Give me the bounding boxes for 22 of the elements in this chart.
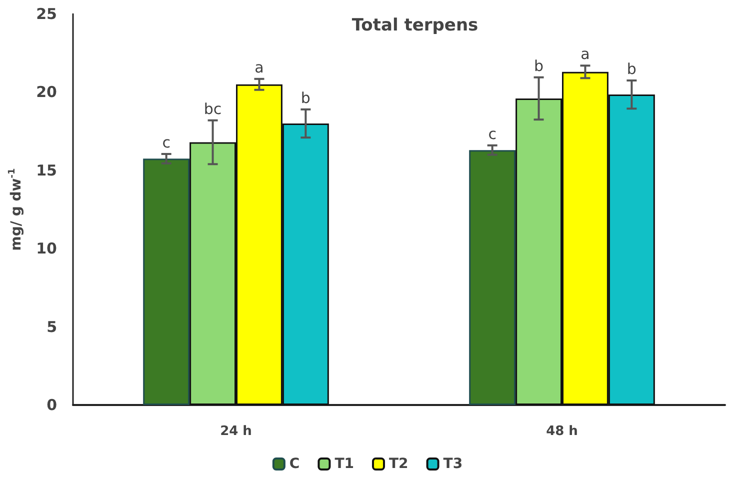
legend-label: T2 (388, 456, 408, 472)
annotation: c (162, 133, 170, 152)
x-tick-label: 48 h (546, 424, 578, 439)
legend-label: T3 (443, 456, 463, 472)
annotation: b (534, 56, 544, 75)
legend-label: T1 (334, 456, 354, 472)
y-tick-label: 25 (36, 5, 57, 23)
y-tick-label: 15 (36, 161, 57, 180)
y-axis-title: mg/ g dw-1 (8, 168, 24, 251)
y-tick-label: 10 (36, 240, 57, 258)
annotation: b (300, 88, 310, 107)
y-tick-label: 5 (46, 318, 57, 336)
annotation: c (488, 124, 496, 143)
chart-title: Total terpens (352, 16, 478, 36)
annotation: a (580, 45, 590, 64)
annotation: bc (204, 100, 222, 118)
annotation: b (626, 60, 636, 78)
y-tick-label: 0 (46, 396, 57, 414)
annotation: a (254, 58, 264, 76)
y-tick-label: 20 (36, 83, 57, 102)
x-tick-label: 24 h (220, 424, 252, 439)
legend-label: C (289, 456, 300, 472)
